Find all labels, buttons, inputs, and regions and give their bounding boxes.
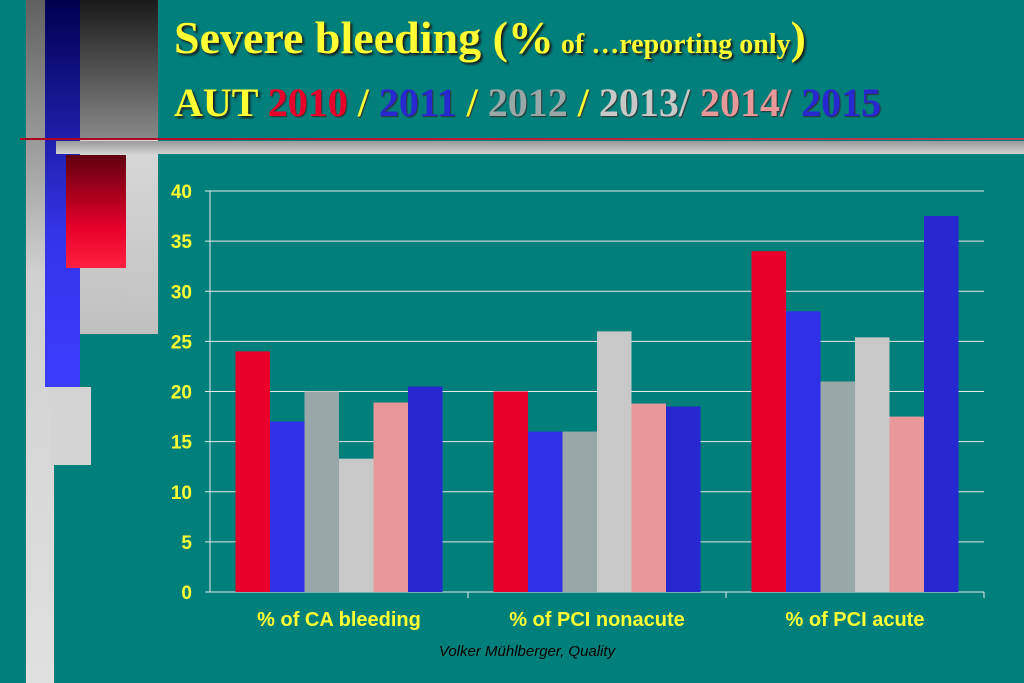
y-tick-label: 30 <box>171 282 192 303</box>
y-tick-label: 10 <box>171 483 192 504</box>
y-tick-label: 0 <box>181 583 192 604</box>
y-tick-label: 35 <box>171 232 193 253</box>
bar-2014-1 <box>631 403 666 592</box>
bar-2012-1 <box>562 431 597 592</box>
bar-2015-2 <box>924 216 959 592</box>
bar-2011-0 <box>270 421 305 592</box>
title-close-paren: ) <box>790 12 806 63</box>
deco-gray-band <box>56 141 1024 154</box>
bar-2013-1 <box>597 331 632 592</box>
title-year-10: 2015 <box>801 80 882 125</box>
x-category-label: % of PCI acute <box>786 609 925 631</box>
bar-2013-0 <box>339 458 374 592</box>
title-year-5: / <box>567 80 599 125</box>
bar-2011-2 <box>786 311 821 592</box>
title-main: Severe bleeding (% <box>174 12 554 63</box>
bar-2014-0 <box>373 402 408 592</box>
bar-2010-0 <box>235 351 270 592</box>
title-subtitle: of …reporting only <box>553 29 791 60</box>
bar-2012-0 <box>304 391 339 592</box>
deco-red-gradient-block <box>66 155 126 268</box>
x-category-label: % of CA bleeding <box>257 609 421 631</box>
title-year-8: 2014/ <box>700 80 792 125</box>
bar-2015-1 <box>666 406 701 592</box>
footer-author: Volker Mühlberger, Quality <box>438 643 616 660</box>
y-tick-label: 5 <box>181 533 192 554</box>
title-year-2: 2011 <box>378 80 457 125</box>
bar-2013-2 <box>855 337 890 592</box>
bar-2015-0 <box>408 386 443 592</box>
title-country: AUT <box>174 80 268 125</box>
x-category-label: % of PCI nonacute <box>509 609 685 631</box>
bar-2010-2 <box>751 251 786 592</box>
y-tick-label: 40 <box>171 182 192 203</box>
deco-title-underline <box>20 138 1024 140</box>
bar-2014-2 <box>889 416 924 592</box>
slide-title: Severe bleeding (% of …reporting only) A… <box>174 10 881 129</box>
y-tick-label: 20 <box>171 383 192 404</box>
title-year-3: / <box>456 80 488 125</box>
y-tick-label: 25 <box>171 332 193 353</box>
title-years: 2010 / 2011 / 2012 / 2013/ 2014/ 2015 <box>268 80 881 125</box>
bar-2011-1 <box>528 431 563 592</box>
title-year-0: 2010 <box>267 80 348 125</box>
bar-2012-2 <box>820 381 855 592</box>
y-tick-label: 15 <box>171 433 193 454</box>
deco-dark-gradient-block <box>80 0 158 140</box>
title-year-1: / <box>347 80 379 125</box>
bar-2010-1 <box>493 391 528 592</box>
deco-light-strip <box>50 387 91 465</box>
title-year-4: 2012 <box>487 80 568 125</box>
title-year-6: 2013/ <box>598 80 691 125</box>
